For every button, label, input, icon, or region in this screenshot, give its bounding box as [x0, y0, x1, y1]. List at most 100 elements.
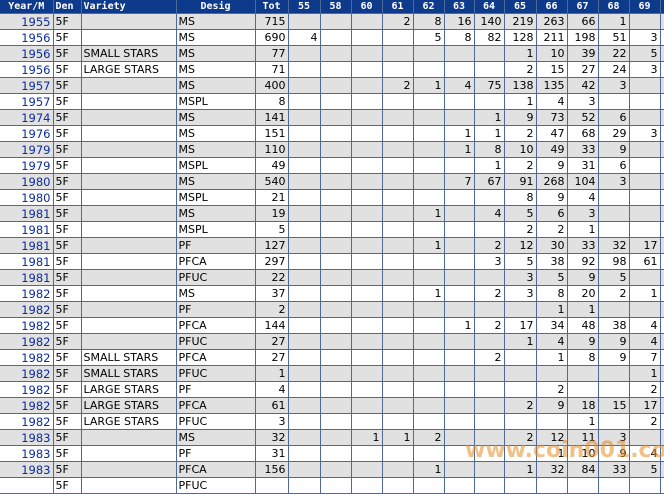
year-link[interactable]: 1956 [0, 29, 54, 46]
count-cell [288, 461, 321, 478]
year-link[interactable]: 1983 [0, 461, 54, 478]
year-link[interactable]: 1982 [0, 333, 54, 350]
column-header[interactable]: 67 [567, 0, 599, 14]
column-header[interactable]: 65 [504, 0, 537, 14]
column-header[interactable]: Variety [81, 0, 177, 14]
year-link[interactable]: 1982 [0, 317, 54, 334]
year-link[interactable]: 1982 [0, 365, 54, 382]
count-cell: 1 [629, 285, 661, 302]
denomination-cell: 5F [53, 109, 82, 126]
column-header[interactable]: 66 [536, 0, 568, 14]
count-cell [413, 61, 445, 78]
count-cell [536, 477, 568, 494]
count-cell [660, 61, 664, 78]
year-link[interactable]: 1974 [0, 109, 54, 126]
denomination-cell: 5F [53, 269, 82, 286]
column-header[interactable]: 69 [629, 0, 661, 14]
year-link[interactable]: 1980 [0, 173, 54, 190]
count-cell: 2 [504, 221, 537, 238]
year-link[interactable]: 1982 [0, 285, 54, 302]
year-link[interactable]: 1982 [0, 413, 54, 430]
count-cell [351, 205, 383, 222]
count-cell: 9 [567, 269, 599, 286]
year-link[interactable]: 1983 [0, 429, 54, 446]
total-cell: 2 [255, 301, 289, 318]
table-row: 1974 5F MS 141 1 9 73 52 6 [0, 109, 664, 126]
total-cell: 32 [255, 429, 289, 446]
count-cell [444, 301, 475, 318]
count-cell [288, 397, 321, 414]
designation-cell: PFUC [176, 413, 256, 430]
count-cell: 67 [474, 173, 505, 190]
variety-cell [81, 461, 177, 478]
year-link[interactable]: 1957 [0, 93, 54, 110]
year-link[interactable]: 1956 [0, 45, 54, 62]
column-header[interactable]: Desig [176, 0, 256, 14]
count-cell [444, 221, 475, 238]
count-cell [351, 301, 383, 318]
table-row: 5F PFUC [0, 477, 664, 494]
count-cell [351, 397, 383, 414]
column-header[interactable]: 70 [660, 0, 664, 14]
year-link[interactable]: 1979 [0, 141, 54, 158]
table-row: 1981 5F PF 127 1 2 12 30 33 32 17 [0, 237, 664, 254]
column-header[interactable]: Den [53, 0, 82, 14]
count-cell: 12 [504, 237, 537, 254]
year-link[interactable]: 1981 [0, 253, 54, 270]
year-link[interactable]: 1982 [0, 349, 54, 366]
count-cell [382, 221, 414, 238]
count-cell: 10 [536, 45, 568, 62]
column-header[interactable]: 60 [351, 0, 383, 14]
year-link[interactable]: 1957 [0, 77, 54, 94]
designation-cell: PFCA [176, 397, 256, 414]
year-link[interactable]: 1982 [0, 301, 54, 318]
designation-cell: MSPL [176, 157, 256, 174]
year-link[interactable]: 1956 [0, 61, 54, 78]
count-cell: 7 [629, 349, 661, 366]
total-cell: 49 [255, 157, 289, 174]
count-cell: 3 [598, 173, 630, 190]
year-link[interactable]: 1980 [0, 189, 54, 206]
column-header[interactable]: 55 [288, 0, 321, 14]
total-cell: 127 [255, 237, 289, 254]
designation-cell: MS [176, 285, 256, 302]
table-row: 1981 5F PFCA 297 3 5 38 92 98 61 [0, 253, 664, 270]
count-cell: 1 [474, 109, 505, 126]
count-cell: 17 [629, 237, 661, 254]
count-cell [351, 445, 383, 462]
column-header[interactable]: 62 [413, 0, 445, 14]
count-cell [351, 77, 383, 94]
year-link[interactable]: 1982 [0, 397, 54, 414]
count-cell [444, 93, 475, 110]
count-cell [413, 269, 445, 286]
count-cell [660, 141, 664, 158]
count-cell: 4 [629, 317, 661, 334]
count-cell: 4 [536, 93, 568, 110]
table-row: 1982 5F SMALL STARS PFCA 27 2 1 8 9 7 [0, 349, 664, 366]
designation-cell: PFCA [176, 349, 256, 366]
total-cell: 297 [255, 253, 289, 270]
column-header[interactable]: 61 [382, 0, 414, 14]
year-link[interactable]: 1981 [0, 269, 54, 286]
column-header[interactable]: 68 [598, 0, 630, 14]
count-cell [504, 413, 537, 430]
designation-cell: MS [176, 109, 256, 126]
year-link[interactable]: 1979 [0, 157, 54, 174]
column-header[interactable]: Tot [255, 0, 289, 14]
count-cell [444, 429, 475, 446]
count-cell [474, 397, 505, 414]
year-link[interactable]: 1982 [0, 381, 54, 398]
column-header[interactable]: 58 [320, 0, 352, 14]
count-cell [288, 173, 321, 190]
year-link[interactable]: 1981 [0, 237, 54, 254]
year-link[interactable]: 1981 [0, 221, 54, 238]
year-link[interactable]: 1981 [0, 205, 54, 222]
column-header[interactable]: 64 [474, 0, 505, 14]
column-header[interactable]: Year/M [0, 0, 54, 14]
year-link[interactable]: 1983 [0, 445, 54, 462]
column-header[interactable]: 63 [444, 0, 475, 14]
year-link[interactable] [0, 477, 54, 494]
year-link[interactable]: 1955 [0, 13, 54, 30]
year-link[interactable]: 1976 [0, 125, 54, 142]
count-cell [382, 333, 414, 350]
